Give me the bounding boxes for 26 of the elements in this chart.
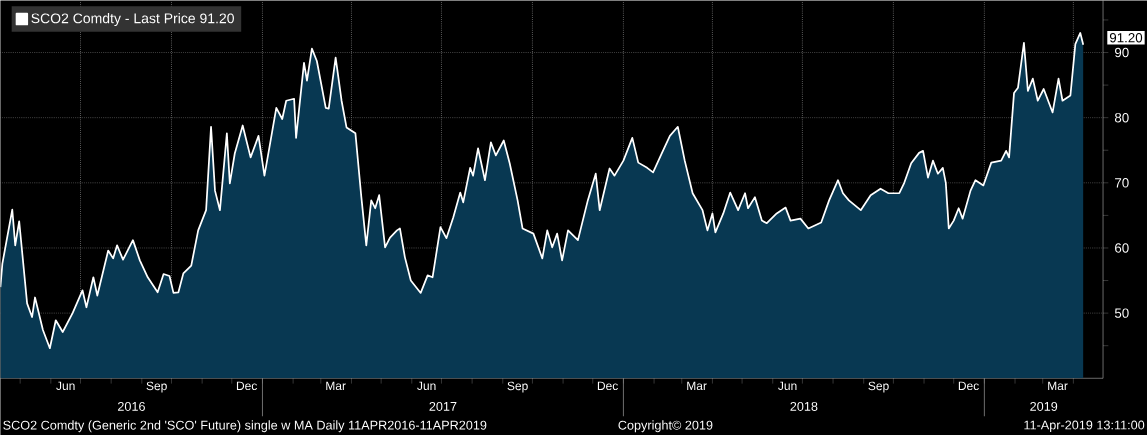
x-tick-label: Mar	[1048, 381, 1068, 390]
text: 2019	[1030, 401, 1058, 411]
x-tick-label: Sep	[146, 381, 167, 393]
y-tick-label: 90	[1115, 47, 1129, 58]
x-tick-label: Dec	[236, 381, 257, 390]
text: 2018	[790, 401, 818, 411]
text: Copyright© 2019	[618, 420, 713, 433]
x-tick-label: Mar	[687, 381, 707, 390]
x-tick-label: Jun	[56, 381, 75, 390]
x-tick-label: Sep	[868, 381, 889, 393]
text: 11-Apr-2019 13:11:00	[1024, 420, 1145, 432]
x-tick-label: Jun	[778, 381, 797, 390]
text: SCO2 Comdty (Generic 2nd 'SCO' Future) single w MA Daily 11APR2016-11APR2019	[3, 420, 487, 433]
x-tick-label: Mar	[326, 381, 346, 390]
y-tick-label: 70	[1115, 177, 1129, 188]
y-tick-label: 80	[1114, 112, 1129, 123]
legend-label: SCO2 Comdty - Last Price 91.20	[31, 12, 234, 26]
x-tick-label: Sep	[507, 381, 528, 393]
x-tick-label: Jun	[417, 381, 436, 390]
text: 2017	[429, 401, 457, 411]
annotation: 91.20	[1109, 32, 1143, 43]
text: 2016	[117, 401, 145, 411]
x-tick-label: Dec	[597, 381, 618, 390]
y-tick-label: 60	[1115, 243, 1129, 253]
x-tick-label: Dec	[958, 381, 979, 390]
y-tick-label: 50	[1114, 308, 1129, 318]
